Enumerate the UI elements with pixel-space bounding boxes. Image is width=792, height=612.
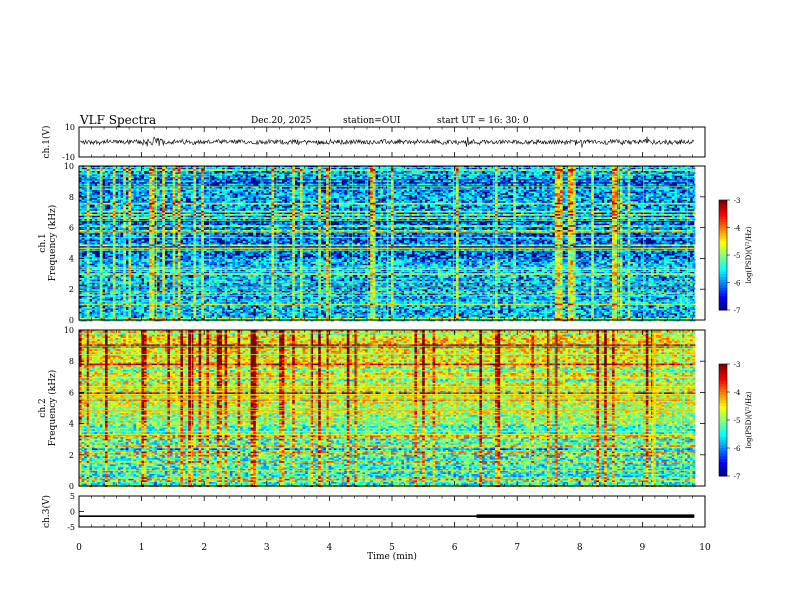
ch1-spectrogram-colorbar-tick-label: -7 xyxy=(734,307,741,315)
ch1-spectrogram-colorbar-tick-label: -6 xyxy=(734,280,741,288)
ch2-spectrogram-colorbar-tick-label: -4 xyxy=(734,389,741,397)
ch2-spectrogram-colorbar xyxy=(719,364,727,477)
ch1-spectrogram-ytick-label: 10 xyxy=(64,162,74,171)
ch1-spectrogram-ytick-label: 6 xyxy=(69,224,74,233)
ch1-spectrogram-cells xyxy=(79,166,695,321)
ch2-spectrogram-ytick-label: 4 xyxy=(69,420,74,429)
ch1-spectrogram-colorbar-tick-label: -4 xyxy=(734,225,741,233)
ch1-ylabel: ch.1(V) xyxy=(41,126,52,159)
time-xtick-label: 4 xyxy=(327,543,333,553)
ch2-spectrogram-colorbar-tick-label: -7 xyxy=(734,473,741,481)
ch2-spectrogram-ytick-label: 0 xyxy=(69,482,74,491)
ch1-spectrogram-ytick-label: 4 xyxy=(69,254,74,263)
ch1-ytick-label: 10 xyxy=(65,123,75,132)
time-xtick-label: 6 xyxy=(452,543,458,553)
figure-svg: 10-10ch.1(V)0246810ch.1 Frequency (kHz)-3… xyxy=(0,0,792,612)
ch3-ytick-label: -5 xyxy=(67,523,75,532)
ch3-ytick-label: 0 xyxy=(70,508,75,517)
time-xtick-label: 7 xyxy=(514,543,520,553)
time-xtick-label: 1 xyxy=(139,543,145,553)
vlf-figure: VLF Spectra Dec.20, 2025 station=OUI sta… xyxy=(0,0,792,612)
ch1-spectrogram-colorbar xyxy=(719,200,727,311)
ch2-spectrogram-ylabel: ch.2 xyxy=(38,398,48,417)
ch2-spectrogram-ytick-label: 8 xyxy=(69,357,74,366)
time-xtick-label: 3 xyxy=(264,543,270,553)
ch3-ytick-label: 5 xyxy=(70,492,75,501)
ch3-ylabel: ch.3(V) xyxy=(41,495,52,528)
ch2-spectrogram-colorbar-label: log(PSD)(V²/Hz) xyxy=(745,391,753,448)
ch2-spectrogram-ytick-label: 10 xyxy=(64,326,74,335)
ch1-spectrogram-colorbar-label: log(PSD)(V²/Hz) xyxy=(745,226,753,283)
time-xtick-label: 2 xyxy=(201,543,207,553)
ch2-spectrogram-colorbar-tick-label: -6 xyxy=(734,445,741,453)
ch1-spectrogram-colorbar-tick-label: -5 xyxy=(734,252,741,260)
ch2-spectrogram-ytick-label: 6 xyxy=(69,388,74,397)
ch2-spectrogram-cells xyxy=(79,330,695,487)
ch1-spectrogram-ylabel: ch.1 xyxy=(38,233,48,252)
time-xtick-label: 10 xyxy=(699,543,711,553)
ch1-spectrogram-ylabel: Frequency (kHz) xyxy=(47,205,58,282)
ch1-spectrogram-colorbar-tick-label: -3 xyxy=(734,197,741,205)
ch1-spectrogram-ytick-label: 8 xyxy=(69,193,74,202)
ch2-spectrogram-colorbar-tick-label: -5 xyxy=(734,417,741,425)
ch2-spectrogram-colorbar-tick-label: -3 xyxy=(734,361,741,369)
ch1-ytick-label: -10 xyxy=(62,153,75,162)
time-xtick-label: 9 xyxy=(640,543,646,553)
ch1-spectrogram-ytick-label: 0 xyxy=(69,316,74,325)
time-xtick-label: 0 xyxy=(76,543,82,553)
ch2-spectrogram-ytick-label: 2 xyxy=(69,451,74,460)
time-xlabel: Time (min) xyxy=(367,551,417,562)
ch1-waveform-trace xyxy=(80,137,694,148)
ch2-spectrogram-ylabel: Frequency (kHz) xyxy=(47,370,58,447)
ch1-spectrogram-ytick-label: 2 xyxy=(69,285,74,294)
time-xtick-label: 8 xyxy=(577,543,583,553)
